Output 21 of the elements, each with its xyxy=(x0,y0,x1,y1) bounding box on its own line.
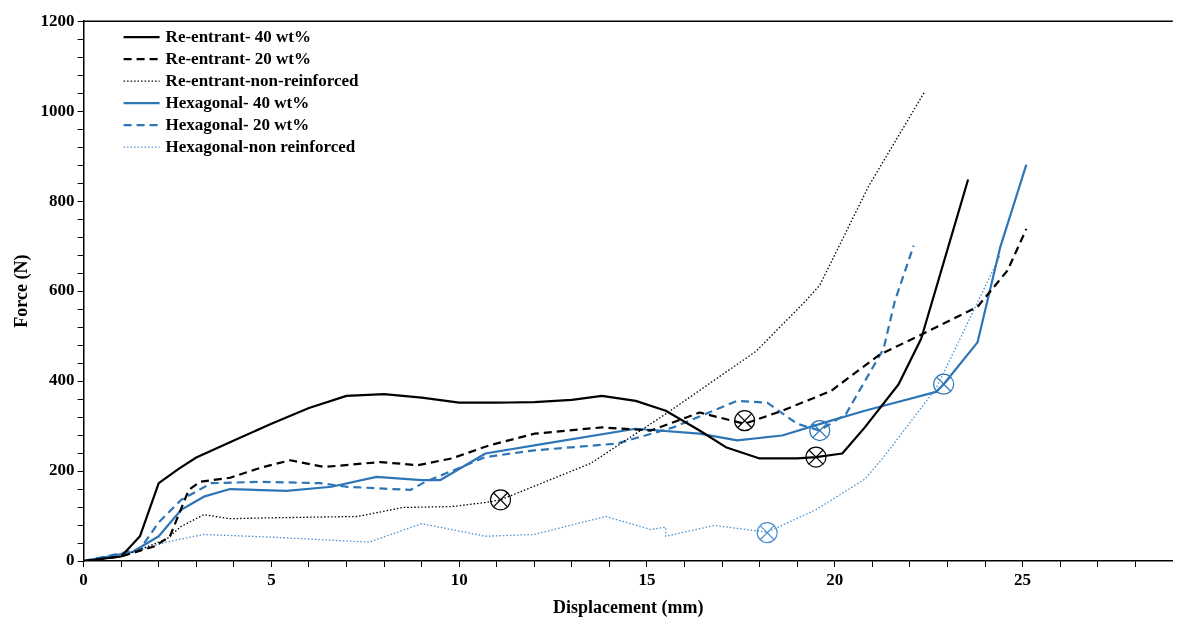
legend-label: Re-entrant-non-reinforced xyxy=(165,70,360,90)
y-axis-title: Force (N) xyxy=(11,254,33,328)
legend-label: Re-entrant- 20 wt% xyxy=(165,48,312,68)
x-tick-label: 5 xyxy=(267,569,276,589)
x-tick-label: 0 xyxy=(79,569,88,589)
y-tick-label: 1000 xyxy=(40,100,75,120)
legend-label: Re-entrant- 40 wt% xyxy=(165,26,312,46)
x-tick-label: 25 xyxy=(1014,569,1032,589)
y-tick-label: 600 xyxy=(49,280,75,300)
legend-label: Hexagonal- 40 wt% xyxy=(165,92,310,112)
legend-label: Hexagonal- 20 wt% xyxy=(165,114,310,134)
y-tick-label: 400 xyxy=(49,370,75,390)
y-tick-label: 1200 xyxy=(40,10,75,30)
x-tick-label: 15 xyxy=(638,569,656,589)
y-tick-label: 0 xyxy=(66,550,75,570)
x-axis-title: Displacement (mm) xyxy=(552,596,704,618)
x-tick-label: 10 xyxy=(450,569,468,589)
y-tick-label: 800 xyxy=(49,190,75,210)
legend-label: Hexagonal-non reinforced xyxy=(165,136,356,156)
y-tick-label: 200 xyxy=(49,460,75,480)
x-tick-label: 20 xyxy=(826,569,844,589)
